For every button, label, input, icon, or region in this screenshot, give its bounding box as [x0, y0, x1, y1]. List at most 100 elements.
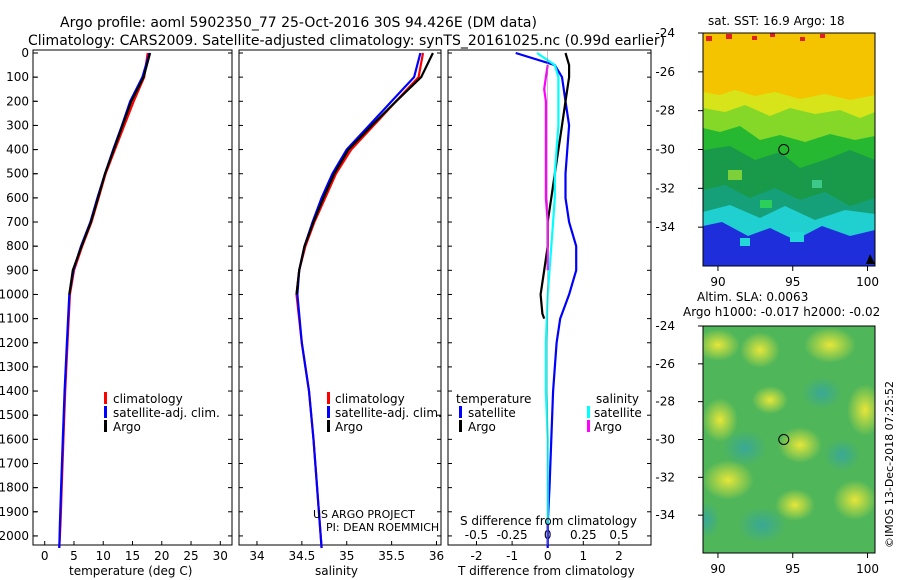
series-line-argo: [68, 52, 152, 295]
lat-tick-label: -24: [655, 26, 675, 40]
x-tick-label: 30: [213, 549, 228, 563]
x-tick-label: 10: [96, 549, 111, 563]
legend-label-satellite: satellite-adj. clim.: [113, 406, 220, 420]
legend-label-s-argo: Argo: [594, 420, 622, 434]
lat-tick-label: -34: [655, 220, 675, 234]
series-line-climatology: [58, 52, 149, 549]
lat-tick-label: -30: [655, 433, 675, 447]
sst-map-axes: -24 -26 -28 -30 -32 -34 90 95 100: [655, 26, 879, 289]
x-tick-label: 34: [249, 549, 264, 563]
sla-map-title: Altim. SLA: 0.0063: [697, 290, 808, 304]
sla-map-axes: -24 -26 -28 -30 -32 -34 90 95 100: [655, 319, 879, 576]
legend-swatch-argo: [104, 420, 107, 432]
legend-swatch-satellite: [327, 406, 330, 418]
lon-tick-label: 90: [710, 275, 725, 289]
x-tick-label: 34.5: [288, 549, 315, 563]
legend-label-t-satellite: satellite: [468, 406, 516, 420]
legend-swatch-satellite: [104, 406, 107, 418]
sst-map-image: [703, 33, 875, 266]
x-tick-label: 0: [41, 549, 49, 563]
x-tick-label: 20: [154, 549, 169, 563]
legend-swatch-argo: [327, 420, 330, 432]
depth-tick-label: 1800: [0, 481, 29, 495]
series-line-s-satellite: [536, 52, 560, 524]
sla-map-subtitle: Argo h1000: -0.017 h2000: -0.02: [683, 305, 880, 319]
difference-temperature-legend: temperature satellite Argo: [456, 392, 531, 434]
series-line-satellite-adj-clim-: [58, 52, 151, 549]
legend-title-salinity: salinity: [596, 392, 639, 406]
x-tick-label: 1: [580, 549, 588, 563]
legend-title-temperature: temperature: [456, 392, 531, 406]
lat-tick-label: -26: [655, 65, 675, 79]
lat-tick-label: -34: [655, 508, 675, 522]
argo-location-marker: [778, 434, 790, 445]
depth-tick-label: 400: [6, 143, 29, 157]
series-line-s-argo: [543, 64, 549, 271]
difference-plot-frame: [447, 49, 652, 546]
temperature-axis-label: temperature (deg C): [69, 564, 192, 578]
s-difference-tick-label: -0.5: [465, 528, 488, 542]
legend-label-climatology: climatology: [113, 392, 183, 406]
x-tick-label: 0: [544, 549, 552, 563]
s-difference-axis-label: S difference from climatology: [460, 514, 637, 528]
legend-swatch-s-argo: [587, 420, 590, 432]
credit-text: ©IMOS 13-Dec-2018 07:25:52: [883, 381, 896, 548]
lon-tick-label: 90: [710, 562, 725, 576]
lon-tick-label: 95: [785, 275, 800, 289]
title-line-1: Argo profile: aoml 5902350_77 25-Oct-201…: [60, 15, 537, 31]
depth-tick-label: 1500: [0, 408, 29, 422]
lat-tick-label: -26: [655, 357, 675, 371]
salinity-legend: climatology satellite-adj. clim. Argo: [327, 392, 442, 434]
legend-swatch-climatology: [327, 392, 330, 404]
legend-label-argo: Argo: [335, 420, 363, 434]
depth-tick-label: 1600: [0, 432, 29, 446]
legend-label-t-argo: Argo: [468, 420, 496, 434]
title-line-2: Climatology: CARS2009. Satellite-adjuste…: [28, 33, 665, 49]
legend-label-satellite: satellite-adj. clim.: [335, 406, 442, 420]
depth-tick-label: 500: [6, 167, 29, 181]
temperature-legend: climatology satellite-adj. clim. Argo: [104, 392, 220, 434]
legend-swatch-climatology: [104, 392, 107, 404]
salinity-axis-label: salinity: [315, 564, 358, 578]
salinity-plot: 34 34.5 35 35.5 36: [239, 52, 444, 563]
depth-tick-label: 1100: [0, 312, 29, 326]
depth-tick-label: 1900: [0, 505, 29, 519]
t-difference-axis-label: T difference from climatology: [457, 564, 635, 578]
depth-tick-label: 2000: [0, 529, 29, 543]
lon-tick-label: 95: [785, 562, 800, 576]
series-line-satellite-adj-clim-: [296, 52, 422, 549]
depth-tick-label: 200: [6, 94, 29, 108]
temperature-plot: 0 5 10 15 20 25 30: [33, 52, 232, 563]
lat-tick-label: -28: [655, 395, 675, 409]
depth-tick-label: 1000: [0, 287, 29, 301]
x-tick-label: 15: [125, 549, 140, 563]
x-tick-label: -2: [471, 549, 483, 563]
depth-tick-label: 1700: [0, 456, 29, 470]
depth-tick-label: 300: [6, 118, 29, 132]
sla-map-image: [703, 326, 875, 553]
lat-tick-label: -24: [655, 319, 675, 333]
argo-location-marker: [778, 144, 790, 155]
lat-tick-label: -32: [655, 181, 675, 195]
depth-axis: 0 100 200 300 400 500 600 700 800 900 1000 1100 1200…: [0, 46, 38, 543]
depth-tick-label: 1200: [0, 336, 29, 350]
s-difference-tick-label: 0.5: [609, 528, 628, 542]
series-line-argo: [295, 52, 434, 295]
x-tick-label: 5: [70, 549, 78, 563]
lat-tick-label: -32: [655, 470, 675, 484]
depth-tick-label: 900: [6, 263, 29, 277]
x-tick-label: 35: [339, 549, 354, 563]
legend-label-climatology: climatology: [335, 392, 405, 406]
difference-plot: -2 -1 0 1 2-0.5 -0.25 0 0.25 0.5: [448, 50, 651, 563]
depth-tick-label: 1300: [0, 360, 29, 374]
salinity-plot-frame: [238, 49, 442, 546]
lon-tick-label: 100: [856, 562, 879, 576]
depth-tick-label: 1400: [0, 384, 29, 398]
depth-tick-label: 100: [6, 70, 29, 84]
project-annotation: US ARGO PROJECT: [313, 508, 415, 521]
x-tick-label: 35.5: [378, 549, 405, 563]
legend-label-argo: Argo: [113, 420, 141, 434]
legend-swatch-t-argo: [459, 420, 462, 432]
x-tick-label: 25: [183, 549, 198, 563]
difference-salinity-legend: salinity satellite Argo: [587, 392, 642, 434]
